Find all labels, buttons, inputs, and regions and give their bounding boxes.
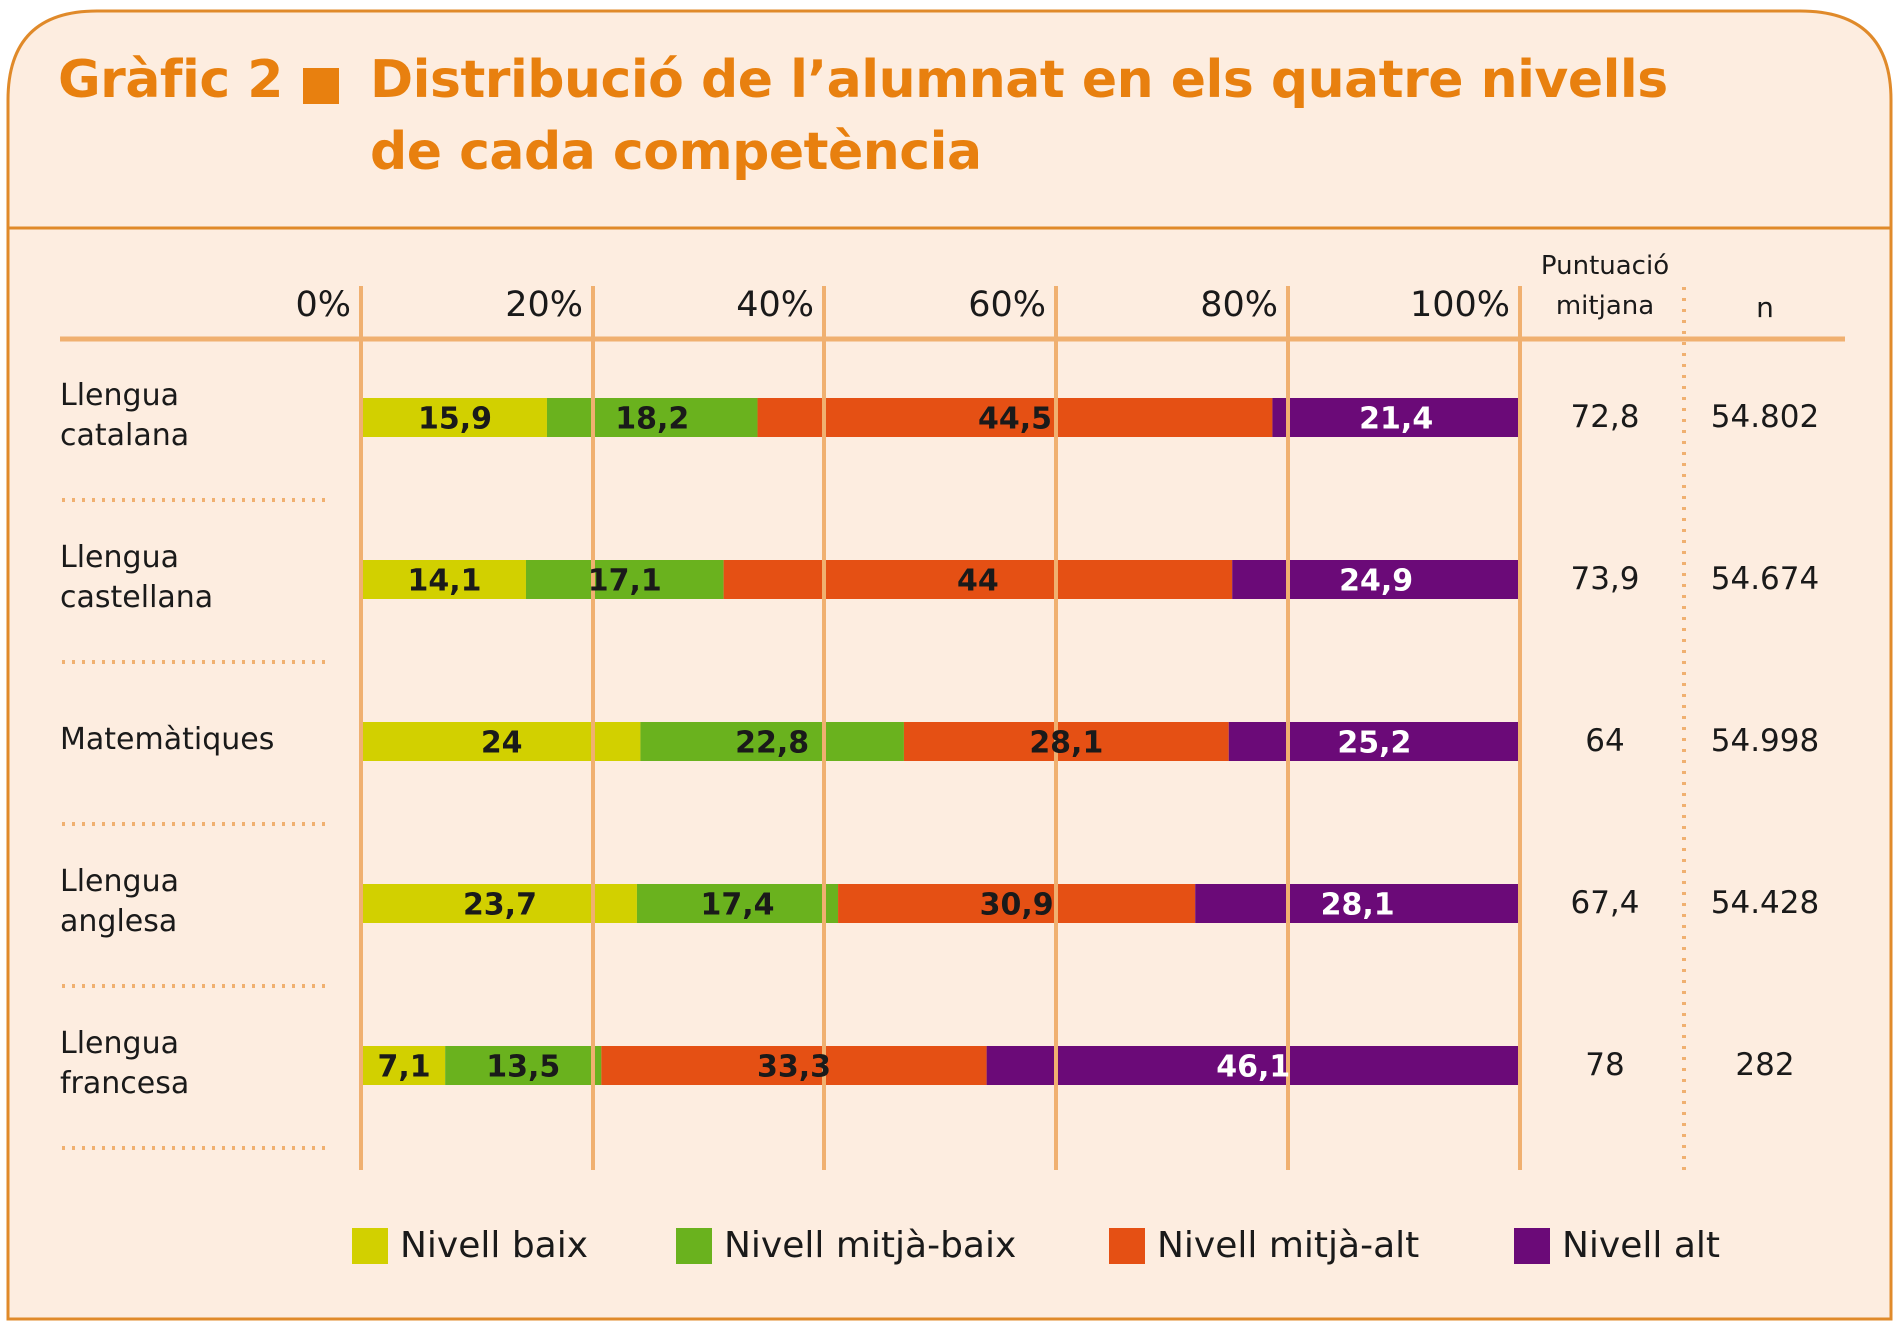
n-cell: 54.802 xyxy=(1710,398,1820,435)
column-header-score-line1: Puntuació xyxy=(1540,251,1670,281)
data-label: 14,1 xyxy=(407,564,481,599)
data-label: 30,9 xyxy=(980,888,1054,923)
data-label: 17,4 xyxy=(700,888,774,923)
bar-segment-nivell-mitj-alt xyxy=(601,1046,987,1085)
legend-label: Nivell baix xyxy=(400,1225,589,1266)
data-label: 18,2 xyxy=(615,402,689,437)
category-label-line: Llengua xyxy=(60,377,179,413)
x-tick-label: 40% xyxy=(736,285,814,325)
data-label: 24 xyxy=(481,726,523,761)
category-label-line: catalana xyxy=(60,417,190,453)
category-label: Llengua anglesa xyxy=(60,862,179,942)
data-label: 44,5 xyxy=(978,402,1052,437)
n-cell: 54.428 xyxy=(1710,884,1820,921)
bars-group xyxy=(363,398,1520,1085)
segment-labels: 15,9 18,2 44,5 21,4 14,1 17,1 44 24,9 24 22,8 28,1… xyxy=(377,402,1433,1085)
bar-segment-nivell-baix xyxy=(363,560,526,599)
n-cell: 282 xyxy=(1735,1046,1795,1083)
category-label-line: Llengua xyxy=(60,1025,179,1061)
bar-segment-nivell-mitj-alt xyxy=(838,884,1196,923)
bar-segment-nivell-alt xyxy=(986,1046,1520,1085)
title-square-icon xyxy=(303,68,339,104)
bar-segment-nivell-alt xyxy=(1232,560,1520,599)
score-cell: 78 xyxy=(1585,1046,1625,1083)
bar-segment-nivell-mitj-baix xyxy=(525,560,724,599)
category-label: Matemàtiques xyxy=(60,720,274,760)
score-cell: 64 xyxy=(1585,722,1625,759)
n-cell: 54.674 xyxy=(1710,560,1820,597)
data-label: 28,1 xyxy=(1321,888,1395,923)
x-tick-label: 0% xyxy=(295,285,351,325)
data-label: 28,1 xyxy=(1029,726,1103,761)
data-label: 15,9 xyxy=(418,402,492,437)
x-tick-label: 20% xyxy=(505,285,583,325)
category-label-line: anglesa xyxy=(60,903,178,939)
legend-swatch xyxy=(1109,1228,1145,1264)
category-label-line: Matemàtiques xyxy=(60,721,275,757)
chart-number: Gràfic 2 xyxy=(58,50,283,110)
bar-segment-nivell-mitj-alt xyxy=(903,722,1229,761)
frame-border xyxy=(6,9,1893,1321)
n-cell: 54.998 xyxy=(1710,722,1820,759)
data-label: 21,4 xyxy=(1359,402,1433,437)
data-label: 24,9 xyxy=(1339,564,1413,599)
legend-label: Nivell mitjà-baix xyxy=(724,1225,1017,1266)
category-label-line: francesa xyxy=(60,1065,190,1101)
category-label-line: Llengua xyxy=(60,539,179,575)
category-label: Llengua francesa xyxy=(60,1024,189,1104)
gridlines xyxy=(359,286,1522,1170)
data-label: 7,1 xyxy=(377,1050,430,1085)
column-header-score: Puntuació mitjana xyxy=(1510,246,1700,326)
column-header-n: n xyxy=(1756,291,1774,324)
chart-title-line1: Distribució de l’alumnat en els quatre n… xyxy=(370,50,1668,110)
bar-segment-nivell-mitj-baix xyxy=(546,398,758,437)
bar-segment-nivell-mitj-baix xyxy=(636,884,839,923)
bar-segment-nivell-alt xyxy=(1272,398,1520,437)
data-label: 46,1 xyxy=(1216,1050,1290,1085)
data-label: 17,1 xyxy=(588,564,662,599)
category-label-line: Llengua xyxy=(60,863,179,899)
bar-segment-nivell-baix xyxy=(363,1046,446,1085)
legend-label: Nivell mitjà-alt xyxy=(1157,1225,1420,1266)
data-label: 44 xyxy=(957,564,999,599)
x-tick-label: 80% xyxy=(1200,285,1278,325)
bar-segment-nivell-alt xyxy=(1228,722,1520,761)
category-label: Llengua castellana xyxy=(60,538,213,618)
score-cell: 67,4 xyxy=(1570,884,1640,921)
bar-segment-nivell-mitj-alt xyxy=(723,560,1233,599)
data-label: 13,5 xyxy=(486,1050,560,1085)
x-tick-label: 60% xyxy=(968,285,1046,325)
category-label: Llengua catalana xyxy=(60,376,189,456)
legend-label: Nivell alt xyxy=(1562,1225,1721,1266)
bar-segment-nivell-baix xyxy=(363,398,547,437)
chart-title-line2: de cada competència xyxy=(370,122,982,182)
score-cell: 73,9 xyxy=(1570,560,1640,597)
legend-swatch xyxy=(676,1228,712,1264)
data-label: 33,3 xyxy=(757,1050,831,1085)
legend-swatch xyxy=(352,1228,388,1264)
column-header-score-line2: mitjana xyxy=(1555,291,1655,321)
legend-swatch xyxy=(1514,1228,1550,1264)
bar-segment-nivell-alt xyxy=(1195,884,1520,923)
data-label: 25,2 xyxy=(1337,726,1411,761)
category-label-line: castellana xyxy=(60,579,214,615)
score-cell: 72,8 xyxy=(1570,398,1640,435)
bar-segment-nivell-mitj-alt xyxy=(757,398,1273,437)
x-tick-label: 100% xyxy=(1409,285,1510,325)
bar-segment-nivell-mitj-baix xyxy=(445,1046,602,1085)
bar-segment-nivell-mitj-baix xyxy=(640,722,904,761)
data-label: 22,8 xyxy=(735,726,809,761)
data-label: 23,7 xyxy=(463,888,537,923)
